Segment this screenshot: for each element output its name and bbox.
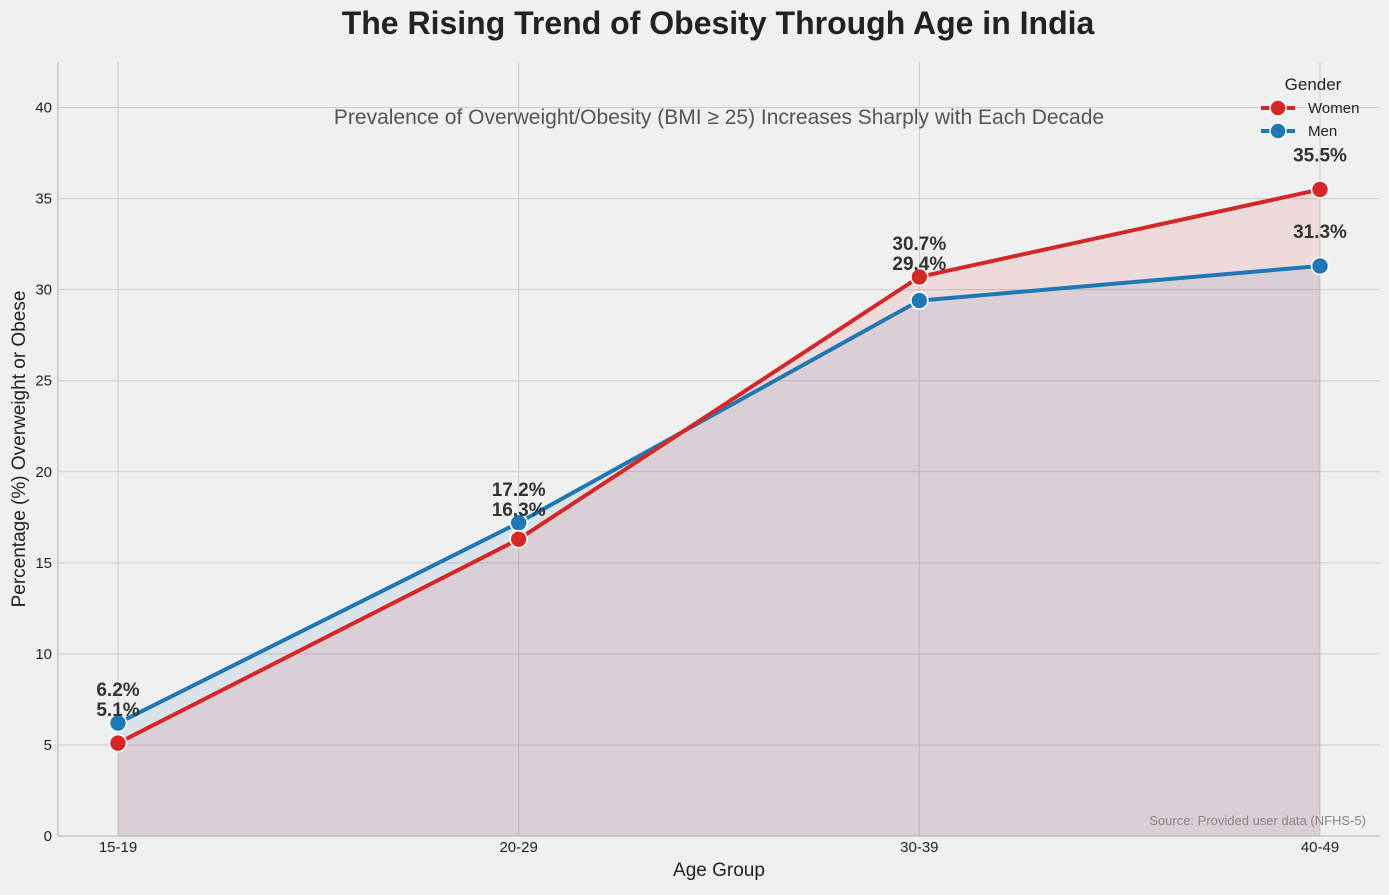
chart-subtitle: Prevalence of Overweight/Obesity (BMI ≥ …: [334, 106, 1104, 129]
y-tick-label: 35: [35, 191, 52, 208]
data-label-men: 17.2%: [492, 480, 546, 501]
source-note: Source: Provided user data (NFHS-5): [1149, 813, 1366, 828]
legend: Gender Women Men: [1261, 75, 1359, 140]
x-tick-label: 30-39: [900, 839, 938, 856]
data-label-women: 35.5%: [1293, 145, 1347, 166]
marker-men: [910, 291, 929, 310]
area-men: [118, 265, 1320, 836]
series-lines: [116, 187, 1322, 746]
legend-marker-men: [1269, 122, 1287, 140]
legend-items: Women Men: [1261, 99, 1359, 140]
y-tick-label: 40: [35, 100, 52, 117]
y-tick-label: 20: [35, 464, 52, 481]
y-tick-label: 0: [44, 828, 52, 845]
legend-title: Gender: [1285, 75, 1342, 94]
series-markers: [108, 180, 1330, 753]
x-tick-labels: 15-19 20-29 30-39 40-49: [99, 839, 1339, 856]
series-areas: [118, 189, 1320, 836]
x-tick-label: 15-19: [99, 839, 137, 856]
marker-women: [1310, 180, 1330, 199]
y-tick-label: 15: [35, 555, 52, 572]
data-label-men: 6.2%: [96, 680, 139, 701]
data-label-women: 30.7%: [892, 234, 946, 255]
data-label-men: 31.3%: [1293, 222, 1347, 243]
x-axis-label: Age Group: [673, 860, 765, 881]
marker-men: [1310, 256, 1330, 276]
legend-marker-women: [1269, 99, 1287, 117]
data-label-men: 29.4%: [892, 254, 946, 275]
marker-women: [509, 529, 528, 549]
x-tick-label: 40-49: [1301, 839, 1339, 856]
legend-label-men: Men: [1308, 123, 1337, 140]
marker-women: [910, 267, 929, 287]
y-tick-labels: 0 5 10 15 20 25 30 35 40: [35, 100, 52, 845]
marker-men: [108, 713, 128, 733]
data-labels: 5.1%6.2% 16.3%17.2% 30.7%29.4% 35.5% 31.3%: [96, 145, 1347, 721]
area-women: [118, 189, 1320, 836]
y-tick-label: 25: [35, 373, 52, 390]
legend-label-women: Women: [1308, 100, 1359, 117]
data-label-women: 16.3%: [492, 500, 546, 521]
x-tick-label: 20-29: [499, 839, 537, 856]
y-axis-label: Percentage (%) Overweight or Obese: [9, 291, 30, 608]
data-label-women: 5.1%: [96, 700, 139, 721]
axes: [57, 62, 1380, 837]
chart-title: The Rising Trend of Obesity Through Age …: [342, 5, 1095, 41]
line-women: [116, 187, 1322, 746]
marker-women: [108, 733, 128, 753]
line-men: [116, 263, 1322, 726]
y-tick-label: 30: [35, 282, 52, 299]
y-tick-label: 5: [44, 737, 52, 754]
y-tick-label: 10: [35, 646, 52, 663]
